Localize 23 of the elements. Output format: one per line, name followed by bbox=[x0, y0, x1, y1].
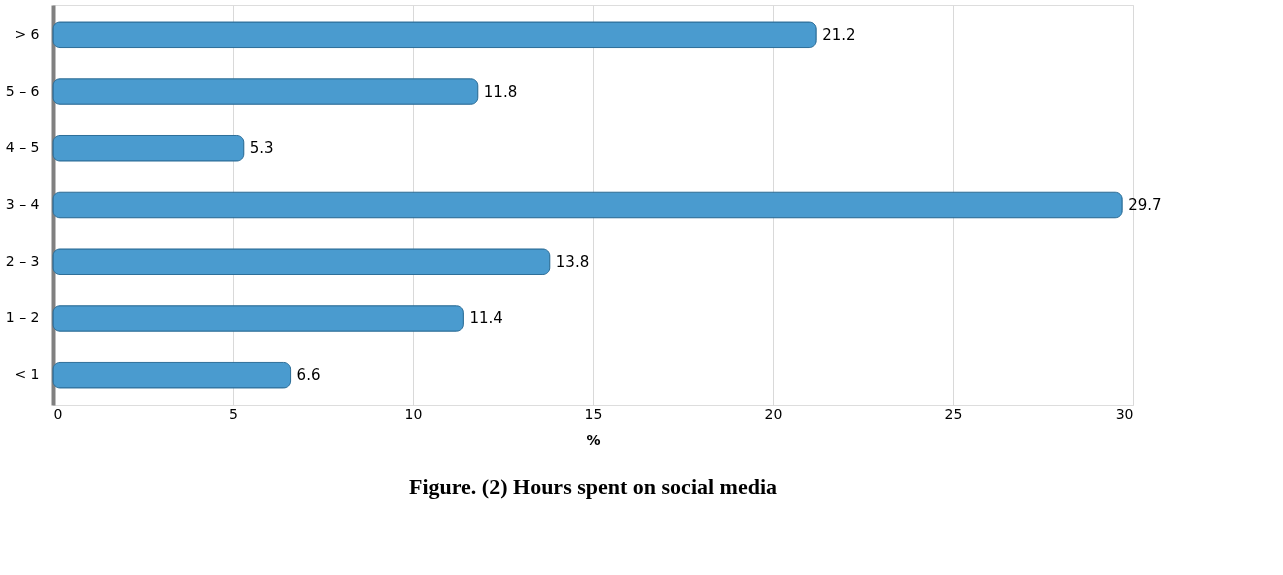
data-label: 13.8 bbox=[555, 252, 590, 271]
data-label: 11.4 bbox=[469, 309, 503, 328]
text: Figure. (2) Hours spent on social media bbox=[408, 474, 778, 499]
x-tick-label: 20 bbox=[764, 405, 783, 422]
y-tick-label: 1 – 2 bbox=[5, 309, 40, 326]
x-tick-label: 15 bbox=[584, 405, 603, 422]
y-tick-label: 4 – 5 bbox=[5, 139, 40, 156]
data-label: 21.2 bbox=[822, 25, 856, 44]
x-tick-label: 30 bbox=[1115, 405, 1134, 422]
data-label: 29.7 bbox=[1128, 196, 1162, 214]
y-tick-label: 3 – 4 bbox=[5, 196, 40, 212]
y-tick-label: 2 – 3 bbox=[5, 252, 40, 269]
y-tick-label: 5 – 6 bbox=[5, 82, 40, 99]
data-label: 6.6 bbox=[296, 366, 321, 385]
x-tick-label: 25 bbox=[944, 405, 963, 422]
x-axis-title: % bbox=[586, 431, 601, 448]
x-tick-label: 5 bbox=[229, 405, 238, 422]
data-label: 5.3 bbox=[249, 139, 274, 158]
y-tick-label: > 6 bbox=[14, 25, 40, 42]
y-tick-label: < 1 bbox=[14, 366, 40, 383]
x-tick-label: 0 bbox=[53, 405, 63, 422]
data-label: 11.8 bbox=[483, 82, 518, 101]
x-tick-label: 10 bbox=[404, 405, 423, 422]
